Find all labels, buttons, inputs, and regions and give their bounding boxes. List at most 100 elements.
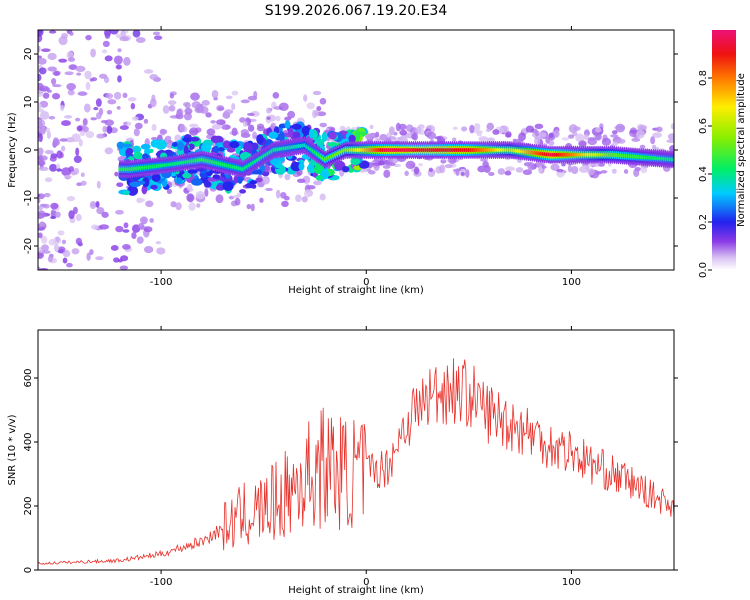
spectrogram-noise-blob	[578, 140, 587, 148]
spectrogram-noise-blob	[119, 265, 129, 270]
spectrogram-noise-blob	[153, 35, 163, 41]
spectrogram-ridge-blob	[308, 128, 315, 139]
spectrogram-noise-blob	[573, 126, 581, 131]
x-tick-label: 0	[363, 577, 369, 588]
spectrogram-noise-blob	[38, 45, 41, 53]
spectrogram-noise-blob	[295, 194, 302, 203]
spectrogram-noise-blob	[91, 224, 99, 230]
spectrogram-noise-blob	[104, 32, 111, 39]
spectrogram-noise-blob	[548, 133, 554, 139]
spectrogram-noise-blob	[166, 188, 173, 194]
spectrogram-noise-blob	[250, 203, 255, 212]
spectrogram-noise-blob	[587, 137, 597, 141]
spectrogram-noise-blob	[38, 251, 44, 260]
y-tick-label: 400	[23, 432, 34, 451]
spectrogram-noise-blob	[75, 213, 82, 222]
spectrogram-noise-blob	[377, 160, 385, 166]
spectrogram-noise-blob	[201, 99, 210, 106]
spectrogram-noise-blob	[73, 155, 82, 164]
spectrogram-noise-blob	[534, 130, 540, 137]
spectrogram-noise-blob	[106, 110, 113, 115]
spectrogram-noise-blob	[567, 134, 575, 139]
spectrogram-noise-blob	[186, 183, 193, 192]
spectrogram-noise-blob	[49, 156, 57, 162]
spectrogram-noise-blob	[110, 244, 119, 251]
spectrogram-noise-blob	[62, 257, 68, 264]
spectrogram-noise-blob	[50, 202, 59, 210]
spectrogram-noise-blob	[439, 164, 446, 174]
spectrogram-noise-blob	[123, 222, 129, 229]
spectrogram-ridge-blob	[301, 125, 311, 135]
figure-title: S199.2026.067.19.20.E34	[265, 3, 448, 19]
spectrogram-noise-blob	[176, 108, 183, 117]
spectrogram-ridge-blob	[239, 189, 247, 194]
spectrogram-noise-blob	[76, 125, 83, 132]
x-tick-label: -100	[150, 577, 173, 588]
spectrogram-noise-blob	[39, 267, 49, 270]
spectrogram-noise-blob	[204, 188, 209, 197]
colorbar-tick-label: 0.4	[698, 166, 709, 182]
spectrogram-noise-blob	[47, 66, 57, 72]
spectrogram-noise-blob	[73, 167, 80, 175]
spectrogram-ridge-blob	[328, 132, 337, 140]
spectrogram-noise-blob	[79, 130, 86, 137]
spectrogram-noise-blob	[38, 193, 41, 198]
spectrogram-noise-blob	[117, 259, 123, 263]
spectrogram-ridge-blob	[229, 141, 240, 149]
spectrogram-ridge-blob	[200, 143, 212, 152]
spectrogram-noise-blob	[382, 164, 391, 169]
x-tick-label: 100	[562, 577, 581, 588]
spectrogram-ridge-blob	[125, 147, 134, 155]
spectrogram-ridge-blob	[213, 145, 219, 154]
spectrogram-noise-blob	[116, 105, 121, 110]
spectrogram-noise-blob	[75, 237, 83, 245]
spectrogram-noise-blob	[633, 168, 640, 177]
spectrogram-noise-blob	[122, 244, 131, 250]
spectrogram-noise-blob	[143, 226, 153, 233]
spectrogram-noise-blob	[117, 75, 122, 83]
spectrogram-noise-blob	[115, 209, 124, 215]
spectrogram-noise-blob	[246, 112, 255, 116]
spectrogram-noise-blob	[102, 40, 110, 48]
spectrogram-noise-blob	[640, 166, 648, 174]
spectrogram-noise-blob	[505, 131, 512, 138]
spectrogram-noise-blob	[669, 145, 674, 153]
spectrogram-noise-blob	[57, 230, 65, 236]
spectrogram-noise-blob	[600, 170, 608, 174]
spectrogram-noise-blob	[38, 119, 46, 128]
spectrogram-noise-blob	[184, 107, 193, 115]
spectrogram-noise-blob	[369, 124, 374, 130]
spectrogram-noise-blob	[95, 98, 102, 107]
spectrogram-noise-blob	[189, 123, 199, 128]
spectrogram-ridge-blob	[222, 140, 231, 149]
spectrogram-ridge-blob	[176, 177, 183, 184]
spectrogram-ridge-blob	[116, 141, 125, 150]
spectrogram-noise-blob	[84, 70, 92, 80]
spectrogram-noise-blob	[240, 129, 249, 136]
spectrogram-noise-blob	[66, 195, 76, 202]
spectrogram-noise-blob	[119, 36, 130, 42]
spectrogram-noise-blob	[149, 73, 159, 80]
spectrogram-noise-blob	[59, 138, 68, 142]
spectrogram-noise-blob	[66, 262, 73, 268]
spectrogram-noise-blob	[395, 122, 401, 132]
spectrogram-noise-blob	[639, 144, 646, 150]
spectrogram-noise-blob	[101, 211, 109, 218]
spectrogram-noise-blob	[525, 125, 535, 133]
spectrogram-noise-blob	[455, 168, 460, 177]
spectrogram-noise-blob	[38, 30, 44, 37]
spectrogram-noise-blob	[64, 115, 73, 119]
spectrogram-noise-blob	[287, 110, 296, 119]
spectrogram-noise-blob	[275, 115, 281, 122]
spectrogram-noise-blob	[168, 105, 176, 112]
spectrogram-noise-blob	[306, 102, 316, 110]
spectrogram-noise-blob	[68, 64, 78, 71]
spectrogram-noise-blob	[114, 171, 119, 177]
spectrogram-noise-blob	[242, 120, 248, 127]
colorbar-gradient	[712, 30, 736, 270]
spectrogram-noise-blob	[130, 102, 136, 110]
spectrogram-ridge-blob	[278, 131, 285, 142]
spectrogram-noise-blob	[90, 117, 98, 121]
y-tick-label: 10	[23, 96, 34, 109]
spectrogram-noise-blob	[71, 248, 80, 255]
